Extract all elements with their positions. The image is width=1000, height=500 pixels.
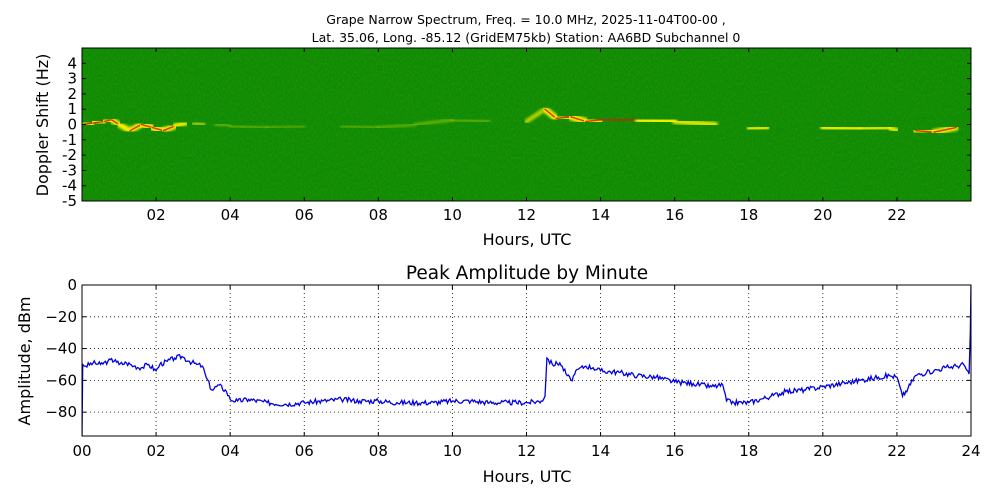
amplitude-x-tick-label: 16	[665, 442, 684, 460]
spectrogram-x-ticks: 02 04 06 08 10 12 14 16 18 20 22	[147, 48, 906, 224]
spectrogram-signal	[82, 105, 960, 136]
spectrogram-x-tick-label: 22	[887, 206, 906, 224]
spectrogram-y-label: Doppler Shift (Hz)	[33, 54, 52, 197]
amplitude-x-tick-label: 22	[887, 442, 906, 460]
amplitude-y-tick-label: −80	[45, 403, 77, 421]
spectrogram-x-tick-label: 16	[665, 206, 684, 224]
spectrogram-noise	[82, 48, 971, 201]
amplitude-y-tick-label: −60	[45, 371, 77, 389]
spectrogram-signal-segment	[672, 118, 719, 128]
spectrogram-x-tick-label: 20	[813, 206, 832, 224]
spectrogram-y-tick-label: 2	[67, 85, 77, 103]
amplitude-x-tick-label: 00	[72, 442, 91, 460]
amplitude-x-tick-label: 08	[369, 442, 388, 460]
spectrogram-x-tick-label: 12	[517, 206, 536, 224]
amplitude-series-line	[82, 285, 971, 436]
amplitude-x-tick-label: 20	[813, 442, 832, 460]
spectrogram-x-tick-label: 04	[221, 206, 240, 224]
spectrogram-signal-segment	[746, 124, 770, 132]
spectrogram-y-tick-label: 4	[67, 54, 77, 72]
amplitude-x-tick-label: 10	[443, 442, 462, 460]
amplitude-x-tick-label: 14	[591, 442, 610, 460]
spectrogram-x-tick-label: 06	[295, 206, 314, 224]
spectrogram-x-tick-label: 10	[443, 206, 462, 224]
spectrogram-y-tick-label: -2	[62, 146, 77, 164]
spectrogram-y-tick-label: 0	[67, 116, 77, 134]
amplitude-y-tick-label: −20	[45, 308, 77, 326]
spectrogram-x-tick-label: 18	[739, 206, 758, 224]
amplitude-x-ticks: 00 02 04 06 08 10 12 14 16 18 20 22 24	[72, 285, 981, 460]
spectrogram-x-tick-label: 08	[369, 206, 388, 224]
figure-title-line1: Grape Narrow Spectrum, Freq. = 10.0 MHz,…	[326, 12, 725, 27]
spectrogram-peak-segment	[933, 126, 957, 133]
spectrogram-y-tick-label: -3	[62, 161, 77, 179]
amplitude-panel: Peak Amplitude by Minute 00 02 04 06 08 10 12 1…	[15, 263, 981, 486]
amplitude-grid	[82, 285, 971, 436]
spectrogram-x-tick-label: 14	[591, 206, 610, 224]
spectrogram-x-label: Hours, UTC	[483, 230, 572, 249]
spectrogram-peak-segment	[914, 129, 935, 133]
spectrogram-y-tick-label: 1	[67, 100, 77, 118]
amplitude-x-tick-label: 24	[961, 442, 980, 460]
spectrogram-x-tick-label: 02	[147, 206, 166, 224]
spectrogram-signal-segment	[857, 124, 893, 132]
spectrogram-y-tick-label: 3	[67, 70, 77, 88]
amplitude-x-tick-label: 02	[147, 442, 166, 460]
amplitude-title: Peak Amplitude by Minute	[406, 263, 648, 284]
figure-title-line2: Lat. 35.06, Long. -85.12 (GridEM75kb) St…	[312, 30, 741, 45]
amplitude-y-label: Amplitude, dBm	[15, 297, 34, 426]
spectrogram-signal-segment	[634, 117, 678, 125]
spectrogram-signal-segment	[413, 118, 454, 126]
amplitude-x-tick-label: 12	[517, 442, 536, 460]
spectrogram-signal-segment	[820, 124, 863, 132]
spectrogram-signal-segment	[524, 107, 548, 124]
spectrogram-signal-segment	[376, 123, 417, 129]
spectrogram-signal-segment	[228, 124, 269, 129]
amplitude-y-tick-label: −40	[45, 340, 77, 358]
spectrogram-signal-segment	[191, 120, 207, 127]
amplitude-x-tick-label: 04	[221, 442, 240, 460]
spectrogram-y-tick-label: -5	[62, 192, 77, 210]
amplitude-plot-area	[82, 285, 971, 436]
amplitude-y-tick-label: 0	[67, 276, 77, 294]
spectrogram-signal-segment	[213, 123, 232, 128]
spectrogram-signal-segment	[265, 124, 306, 129]
amplitude-x-tick-label: 06	[295, 442, 314, 460]
amplitude-y-ticks: 0 −20 −40 −60 −80	[45, 276, 971, 421]
spectrogram-y-tick-label: -4	[62, 177, 77, 195]
spectrogram-signal-segment	[451, 118, 491, 123]
spectrogram-signal-segment	[340, 124, 380, 129]
amplitude-x-tick-label: 18	[739, 442, 758, 460]
spectrogram-y-tick-label: -1	[62, 131, 77, 149]
amplitude-x-label: Hours, UTC	[483, 467, 572, 486]
